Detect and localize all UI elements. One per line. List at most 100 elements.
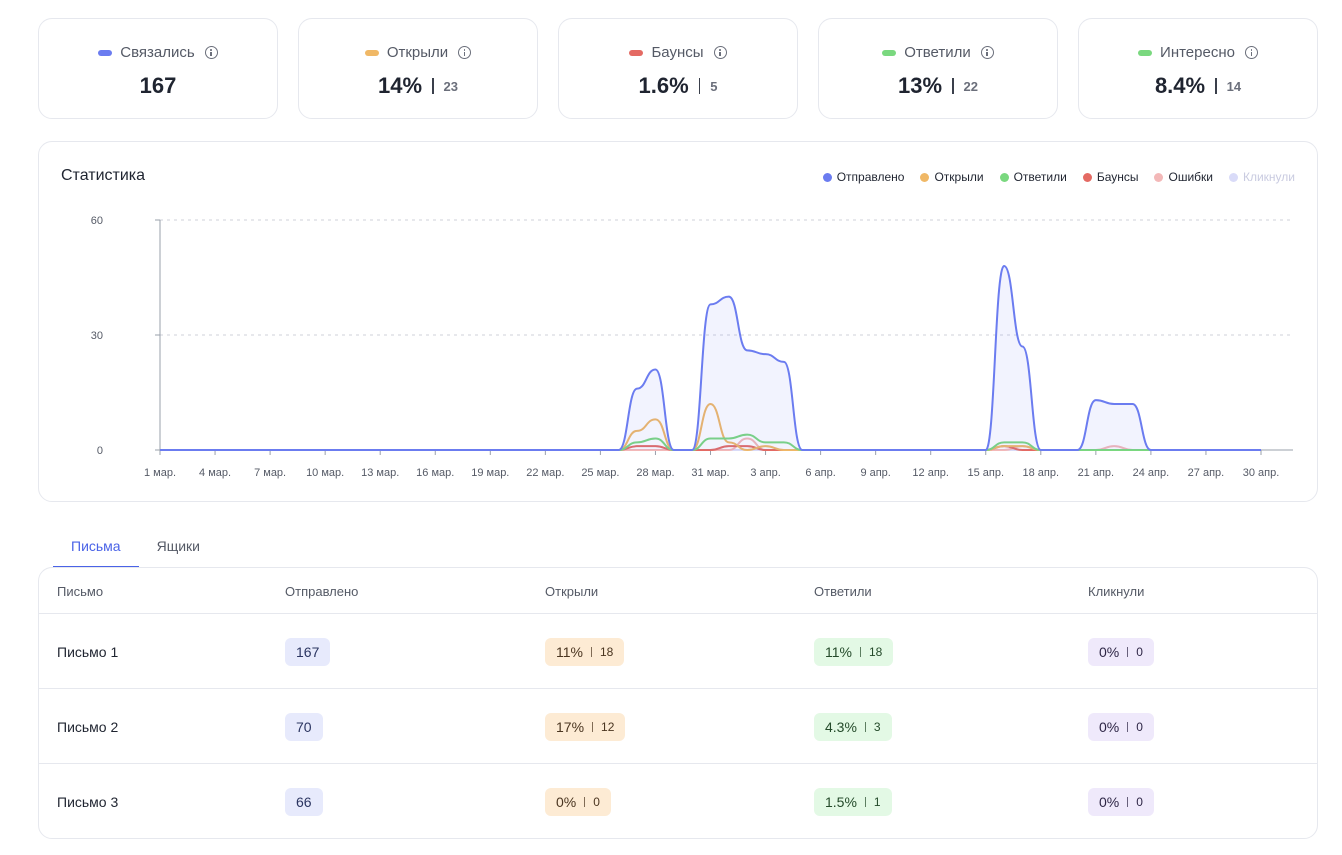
table-row[interactable]: Письмо 1 167 11% 18 11% 18 0% 0 — [39, 614, 1317, 689]
x-tick-label: 3 апр. — [750, 467, 780, 479]
clicked-badge: 0% 0 — [1088, 712, 1154, 741]
opened-badge: 17% 12 — [545, 712, 626, 741]
letter-name[interactable]: Письмо 3 — [57, 793, 119, 810]
kpi-card-contacted: Связались 167 — [38, 18, 278, 119]
legend-dot — [822, 172, 832, 182]
clicked-percent: 0% — [1099, 793, 1120, 810]
x-tick-label: 9 апр. — [860, 467, 890, 479]
column-header[interactable]: Письмо — [57, 584, 104, 599]
x-tick-label: 31 мар. — [691, 467, 729, 479]
divider — [432, 78, 434, 94]
tab-letters[interactable]: Письма — [53, 528, 139, 568]
kpi-count: 23 — [443, 78, 458, 94]
legend-item-clicked[interactable]: Кликнули — [1228, 170, 1295, 184]
clicked-percent: 0% — [1099, 643, 1120, 660]
x-tick-label: 12 апр. — [912, 467, 949, 479]
kpi-value: 167 — [139, 73, 177, 98]
column-header[interactable]: Открыли — [545, 584, 599, 599]
column-header[interactable]: Кликнули — [1088, 584, 1145, 599]
x-tick-label: 21 апр. — [1078, 467, 1115, 479]
divider — [1127, 721, 1129, 732]
legend-item-errors[interactable]: Ошибки — [1154, 170, 1213, 184]
tab-mailboxes[interactable]: Ящики — [156, 538, 200, 554]
legend-item-sent[interactable]: Отправлено — [822, 170, 905, 184]
kpi-value: 14% — [377, 73, 423, 98]
sent-badge: 66 — [285, 787, 323, 816]
legend-item-bounces[interactable]: Баунсы — [1082, 170, 1138, 184]
replied-badge: 4.3% 3 — [814, 712, 892, 741]
letter-name[interactable]: Письмо 1 — [57, 643, 119, 660]
x-tick-label: 30 апр. — [1243, 467, 1280, 479]
kpi-label: Связались — [120, 44, 195, 61]
legend-dot — [1228, 172, 1238, 182]
legend-label: Открыли — [934, 170, 984, 184]
opened-badge: 0% 0 — [545, 787, 611, 816]
chart-legend: Отправлено Открыли Ответили Баунсы Ошибк… — [822, 170, 1295, 184]
column-header[interactable]: Отправлено — [285, 584, 359, 599]
info-icon[interactable] — [1244, 46, 1258, 59]
sent-badge: 167 — [285, 637, 331, 666]
clicked-count: 0 — [1136, 644, 1143, 659]
legend-label: Отправлено — [836, 170, 905, 184]
opened-count: 0 — [593, 794, 600, 809]
series-color-dot — [629, 49, 644, 56]
x-tick-label: 19 мар. — [471, 467, 509, 479]
x-tick-label: 25 мар. — [581, 467, 619, 479]
x-tick-label: 4 мар. — [199, 467, 231, 479]
info-icon[interactable] — [458, 46, 472, 59]
kpi-value: 13% — [897, 73, 943, 98]
kpi-label: Ответили — [904, 44, 971, 61]
kpi-count: 14 — [1226, 78, 1242, 94]
divider — [1127, 646, 1129, 657]
divider — [592, 721, 594, 732]
sent-value: 167 — [296, 643, 320, 660]
divider — [1215, 78, 1217, 94]
kpi-value: 8.4% — [1154, 73, 1206, 98]
kpi-row: Связались 167 Открыли 14% 23 Баунсы 1.6% 5… — [38, 18, 1318, 119]
divider — [590, 646, 592, 657]
x-tick-label: 18 апр. — [1023, 467, 1060, 479]
legend-dot — [1082, 172, 1092, 182]
divider — [864, 796, 866, 807]
info-icon[interactable] — [980, 46, 994, 59]
x-tick-label: 6 апр. — [805, 467, 835, 479]
replied-count: 18 — [868, 644, 883, 659]
legend-label: Ошибки — [1168, 170, 1213, 184]
clicked-badge: 0% 0 — [1088, 787, 1154, 816]
divider — [859, 646, 861, 657]
divider — [952, 78, 954, 94]
kpi-card-interested: Интересно 8.4% 14 — [1078, 18, 1318, 119]
series-color-dot — [1138, 49, 1153, 56]
info-icon[interactable] — [713, 46, 727, 59]
sent-badge: 70 — [285, 712, 323, 741]
replied-count: 1 — [873, 794, 881, 809]
letter-name[interactable]: Письмо 2 — [57, 718, 119, 735]
divider — [1127, 796, 1129, 807]
y-tick-label: 30 — [91, 330, 103, 342]
kpi-count: 22 — [963, 78, 978, 94]
x-tick-label: 28 мар. — [636, 467, 674, 479]
x-tick-label: 7 мар. — [254, 467, 286, 479]
opened-percent: 11% — [556, 643, 583, 660]
replied-percent: 4.3% — [825, 718, 857, 735]
series-line-sent — [159, 264, 1261, 451]
column-header[interactable]: Ответили — [814, 584, 872, 599]
x-tick-label: 10 мар. — [306, 467, 344, 479]
x-tick-label: 16 мар. — [416, 467, 454, 479]
kpi-value: 1.6% — [638, 73, 689, 98]
replied-badge: 11% 18 — [814, 637, 894, 666]
series-color-dot — [364, 49, 379, 56]
table-row[interactable]: Письмо 2 70 17% 12 4.3% 3 0% 0 — [39, 689, 1317, 764]
y-tick-label: 60 — [91, 215, 103, 227]
table-row[interactable]: Письмо 3 66 0% 0 1.5% 1 0% 0 — [39, 764, 1317, 838]
x-tick-label: 15 апр. — [967, 467, 1004, 479]
x-tick-label: 27 апр. — [1188, 467, 1225, 479]
legend-item-replied[interactable]: Ответили — [999, 170, 1067, 184]
legend-item-opened[interactable]: Открыли — [920, 170, 984, 184]
replied-percent: 11% — [825, 643, 852, 660]
replied-percent: 1.5% — [825, 793, 857, 810]
x-tick-label: 13 мар. — [361, 467, 399, 479]
opened-percent: 0% — [556, 793, 577, 810]
info-icon[interactable] — [204, 46, 218, 59]
series-area-sent — [160, 266, 1261, 450]
